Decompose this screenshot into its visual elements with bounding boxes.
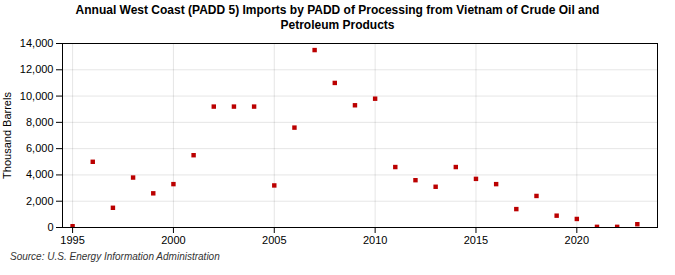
- svg-text:2015: 2015: [464, 234, 488, 246]
- svg-text:2010: 2010: [363, 234, 387, 246]
- svg-text:14,000: 14,000: [20, 37, 54, 49]
- svg-text:Thousand Barrels: Thousand Barrels: [1, 92, 13, 179]
- svg-text:6,000: 6,000: [26, 142, 54, 154]
- svg-text:2005: 2005: [262, 234, 286, 246]
- svg-text:2000: 2000: [161, 234, 185, 246]
- svg-text:12,000: 12,000: [20, 63, 54, 75]
- html-text:Annual West Coast (PADD 5) Imp: Annual West Coast (PADD 5) Imports by PA…: [75, 3, 600, 32]
- html-text:Source: U.S. Energy Informatio: Source: U.S. Energy Information Administ…: [10, 251, 220, 262]
- svg-text:2020: 2020: [565, 234, 589, 246]
- svg-text:1995: 1995: [60, 234, 84, 246]
- svg-text:4,000: 4,000: [26, 168, 54, 180]
- svg-text:8,000: 8,000: [26, 116, 54, 128]
- svg-text:10,000: 10,000: [20, 90, 54, 102]
- svg-text:2,000: 2,000: [26, 195, 54, 207]
- svg-text:0: 0: [47, 221, 53, 233]
